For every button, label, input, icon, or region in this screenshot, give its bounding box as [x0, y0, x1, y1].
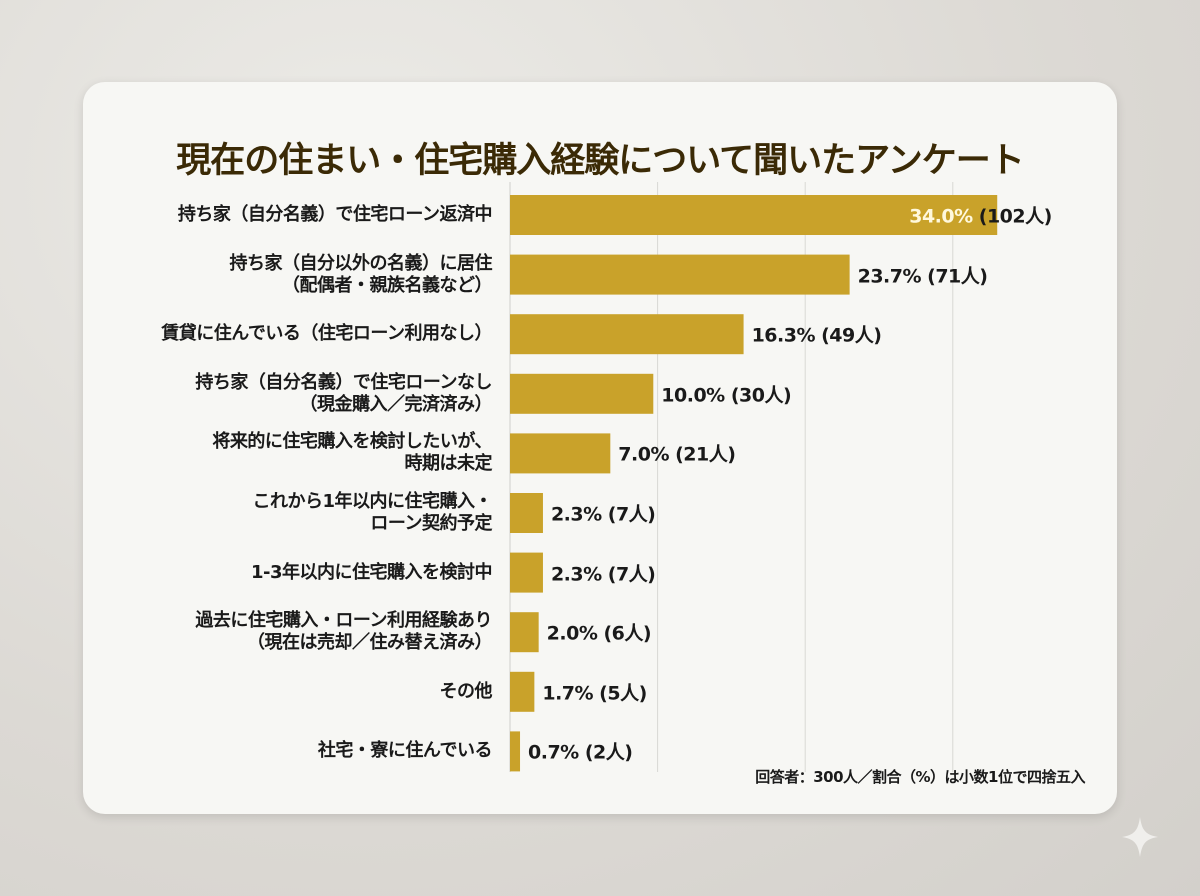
data-label: 23.7% (71人) [858, 261, 988, 288]
data-label: 1.7% (5人) [542, 678, 647, 705]
bar [510, 612, 539, 653]
data-label: 2.3% (7人) [550, 500, 656, 527]
bar [510, 195, 998, 235]
bar [510, 254, 850, 295]
category-label: 賃貸に住んでいる（住宅ローン利用なし） [161, 323, 492, 345]
category-label: 社宅・寮に住んでいる [317, 740, 493, 762]
chart-card: 現在の住まい・住宅購入経験について聞いたアンケート 持ち家（自分名義）で住宅ロー… [83, 82, 1117, 814]
data-label: 16.3% (49人) [752, 321, 882, 348]
percent-label: 10.0% [661, 384, 725, 407]
count-label: (102人) [972, 205, 1053, 228]
count-label: (49人) [815, 324, 882, 347]
data-label: 0.7% (2人) [528, 738, 633, 765]
count-label: (21人) [669, 443, 736, 466]
bar-chart [509, 182, 998, 772]
data-label: 7.0% (21人) [618, 440, 736, 467]
category-label: その他 [439, 680, 493, 702]
chart-title: 現在の住まい・住宅購入経験について聞いたアンケート [176, 141, 1025, 181]
percent-label: 1.7% [542, 682, 594, 705]
count-label: (7人) [601, 503, 656, 526]
percent-label: 7.0% [618, 443, 669, 466]
percent-label: 2.0% [546, 622, 598, 645]
count-label: (7人) [601, 563, 656, 586]
category-label: 過去に住宅購入・ローン利用経験あり （現在は売却／住み替え済み） [195, 610, 492, 654]
data-label: 34.0% (102人) [909, 202, 1052, 229]
bar [510, 671, 535, 712]
data-label: 10.0% (30人) [661, 380, 791, 407]
category-label: 将来的に住宅購入を検討したいが、 時期は未定 [212, 431, 492, 475]
bar [510, 731, 521, 772]
percent-label: 16.3% [751, 324, 816, 347]
count-label: (71人) [921, 265, 988, 288]
footnote: 回答者：300人／割合（%）は小数1位で四捨五入 [755, 768, 1085, 786]
percent-label: 2.3% [550, 563, 602, 586]
bar [510, 373, 654, 414]
count-label: (6人) [597, 622, 652, 645]
percent-label: 23.7% [857, 265, 922, 288]
percent-label: 34.0% [909, 205, 973, 228]
sparkle-icon [1122, 817, 1158, 857]
category-label: 持ち家（自分名義）で住宅ローン返済中 [177, 204, 493, 225]
bar [510, 314, 744, 355]
count-label: (5人) [593, 682, 647, 705]
percent-label: 0.7% [528, 741, 579, 764]
data-label: 2.3% (7人) [550, 559, 656, 586]
bar [510, 493, 543, 533]
category-label: 持ち家（自分以外の名義）に居住 （配偶者・親族名義など） [229, 252, 493, 296]
count-label: (2人) [578, 741, 633, 764]
category-label: 持ち家（自分名義）で住宅ローンなし （現金購入／完済済み） [195, 371, 492, 415]
percent-label: 2.3% [550, 503, 602, 526]
category-label: これから1年以内に住宅購入・ ローン契約予定 [252, 491, 492, 534]
bar [510, 433, 611, 474]
bar [510, 552, 543, 593]
category-label: 1-3年以内に住宅購入を検討中 [250, 561, 493, 583]
data-label: 2.0% (6人) [546, 619, 652, 646]
count-label: (30人) [724, 384, 792, 407]
